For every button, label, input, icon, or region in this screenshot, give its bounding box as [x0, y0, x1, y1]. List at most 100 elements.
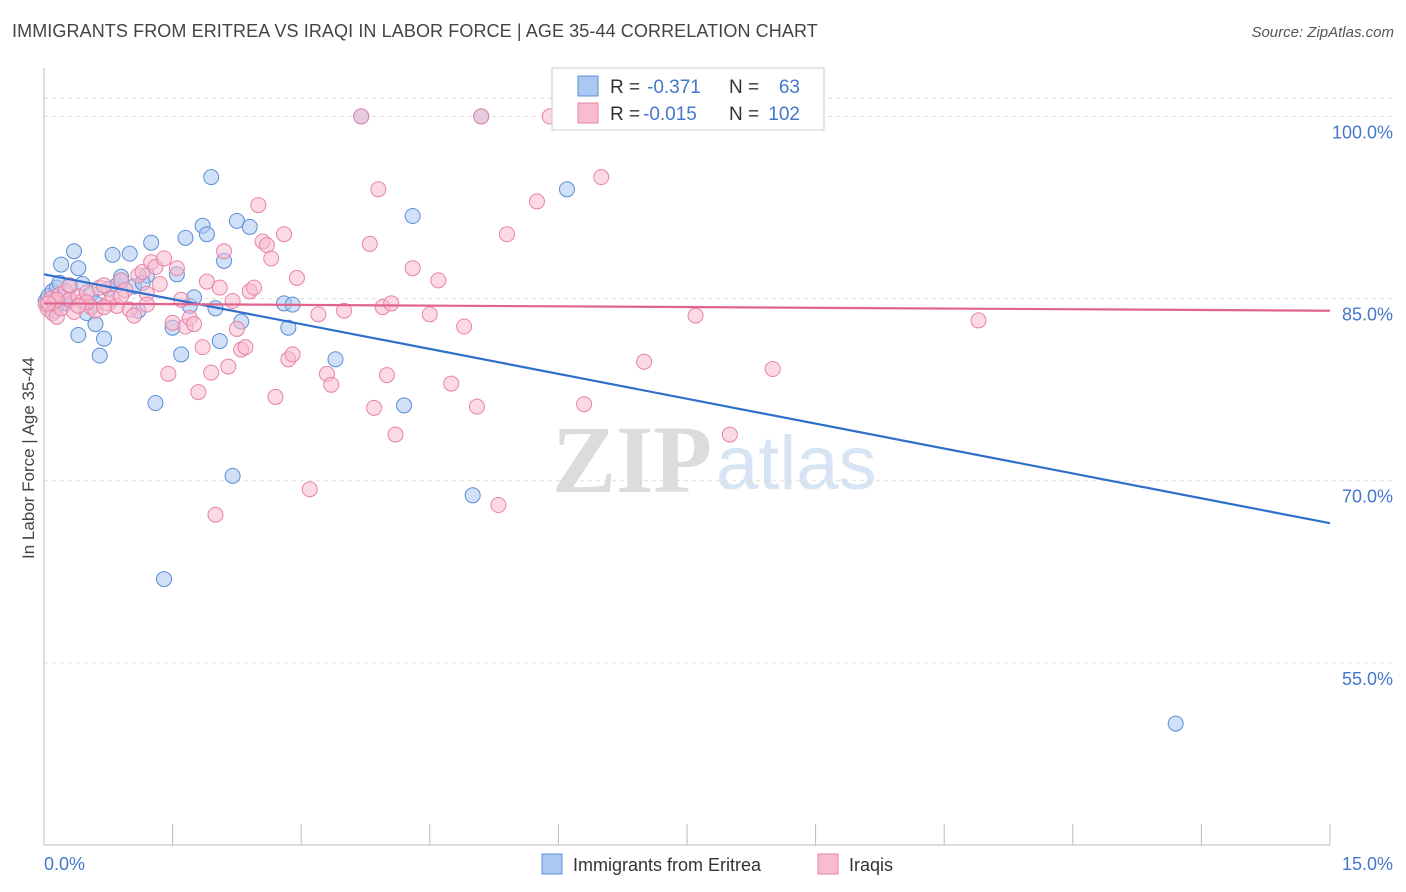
chart-source: Source: ZipAtlas.com [1251, 24, 1394, 41]
eritrea-point [96, 330, 113, 347]
eritrea-point [198, 226, 215, 243]
trend-line-iraq [43, 302, 1331, 312]
iraq-point [721, 426, 738, 443]
trend-line-eritrea [43, 273, 1331, 525]
iraq-point [160, 365, 177, 382]
iraq-point [576, 396, 593, 413]
iraq-point [970, 312, 987, 329]
y-tick-label: 100.0% [1332, 122, 1393, 142]
iraq-point [310, 306, 327, 323]
iraq-point [194, 339, 211, 356]
iraq-point [490, 497, 507, 513]
iraq-point [70, 297, 87, 314]
iraq-point [168, 260, 185, 277]
legend-n-value-eritrea: 63 [779, 77, 800, 98]
x-tick-label-min: 0.0% [44, 854, 85, 874]
legend-r-label-eritrea: R = [610, 77, 640, 98]
iraq-point [190, 384, 207, 401]
eritrea-point [396, 397, 413, 414]
eritrea-point [91, 347, 108, 364]
iraq-point [198, 273, 215, 290]
eritrea-point [241, 218, 258, 235]
eritrea-point [327, 351, 344, 368]
eritrea-point [70, 260, 87, 277]
iraq-point [443, 375, 460, 392]
legend-r-label-iraq: R = [610, 104, 640, 125]
iraq-point [220, 358, 237, 375]
iraq-point [498, 226, 515, 243]
legend-box: R = -0.371 N = 63 R = -0.015 N = 102 [551, 67, 825, 131]
bottom-legend-swatch-eritrea [541, 853, 563, 875]
iraq-point [421, 306, 438, 323]
eritrea-point [143, 234, 160, 251]
iraq-point [361, 235, 378, 252]
iraq-point [211, 279, 228, 296]
legend-n-value-iraq: 102 [768, 104, 800, 125]
y-axis-tick-labels: 55.0% 70.0% 85.0% 100.0% [1332, 122, 1393, 688]
eritrea-point [464, 487, 481, 504]
y-axis-label: In Labor Force | Age 35-44 [19, 357, 38, 559]
eritrea-point [121, 245, 138, 262]
iraq-point [473, 108, 490, 125]
eritrea-point [53, 256, 70, 273]
iraq-point [404, 260, 421, 277]
watermark-zip: ZIP [552, 406, 712, 513]
iraq-point [228, 320, 245, 337]
legend-r-value-eritrea: -0.371 [647, 77, 701, 98]
y-tick-label: 70.0% [1342, 487, 1393, 507]
legend-n-label-iraq: N = [729, 104, 759, 125]
legend-swatch-iraq [577, 102, 599, 124]
eritrea-point [147, 395, 164, 411]
iraq-point [528, 193, 545, 210]
iraq-point [383, 295, 400, 312]
eritrea-point [558, 181, 575, 198]
iraq-point [207, 506, 224, 523]
iraq-point [687, 307, 704, 324]
iraq-point [301, 481, 318, 498]
iraq-point [258, 237, 275, 254]
iraq-point [216, 243, 233, 260]
eritrea-point [211, 333, 228, 350]
x-axis-ticks [43, 824, 1331, 845]
x-tick-label-max: 15.0% [1342, 854, 1393, 874]
eritrea-point [66, 243, 83, 260]
iraq-point [246, 279, 263, 296]
iraq-point [430, 272, 447, 289]
y-tick-label: 85.0% [1342, 305, 1393, 325]
bottom-legend-label-eritrea: Immigrants from Eritrea [573, 855, 762, 875]
iraq-point [186, 316, 203, 333]
iraq-point [96, 299, 113, 316]
iraq-point [468, 398, 485, 415]
iraq-point [237, 339, 254, 356]
eritrea-point [1167, 715, 1184, 732]
eritrea-point [224, 467, 241, 484]
y-tick-label: 55.0% [1342, 669, 1393, 689]
iraq-point [203, 364, 220, 381]
iraq-point [336, 302, 353, 319]
iraq-point [126, 307, 143, 324]
iraq-point [284, 346, 301, 363]
iraq-point [387, 426, 404, 443]
iraq-point [366, 399, 383, 416]
legend-r-value-iraq: -0.015 [643, 104, 697, 125]
iraq-point [378, 367, 395, 384]
chart-title: IMMIGRANTS FROM ERITREA VS IRAQI IN LABO… [12, 21, 818, 41]
gridlines [44, 97, 1392, 664]
iraq-point [250, 197, 267, 214]
bottom-legend-swatch-iraq [817, 853, 839, 875]
iraq-point [323, 376, 340, 393]
iraq-point [764, 361, 781, 377]
eritrea-point [87, 316, 104, 333]
iraq-point [151, 276, 168, 292]
iraq-point [267, 388, 284, 405]
iraq-point [288, 269, 305, 286]
eritrea-point [70, 327, 87, 343]
iraq-point [156, 250, 173, 267]
iraq-point [370, 181, 387, 198]
iraq-point [224, 293, 241, 309]
iraq-point [636, 353, 653, 370]
eritrea-point [228, 212, 245, 229]
watermark-atlas: atlas [716, 421, 877, 506]
eritrea-point [404, 208, 421, 224]
